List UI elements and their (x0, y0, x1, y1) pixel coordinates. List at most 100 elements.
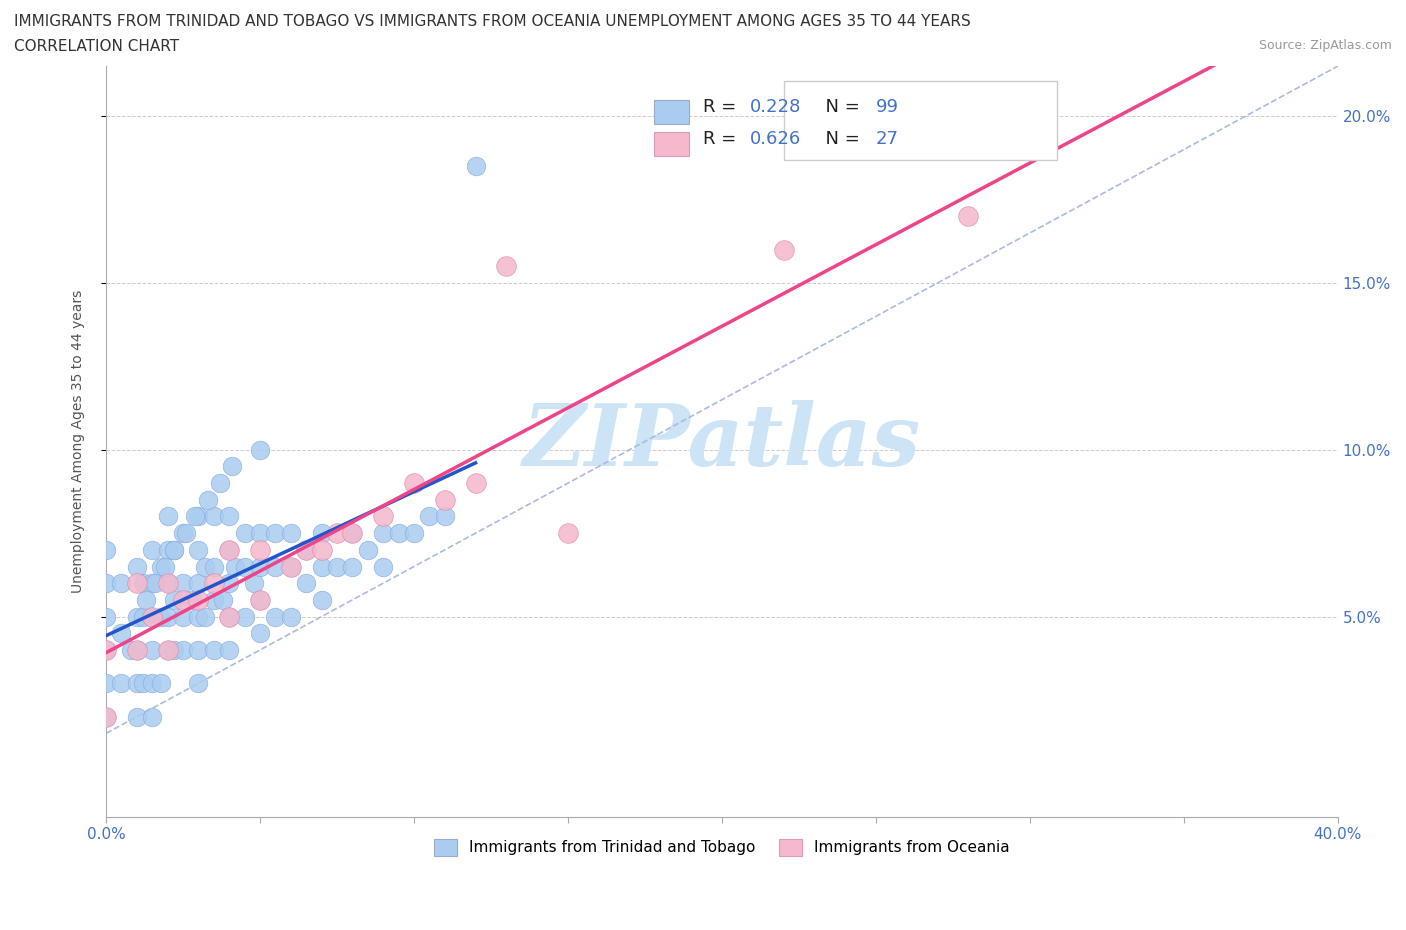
FancyBboxPatch shape (654, 132, 689, 156)
Point (156, 643, 179, 658)
Point (957, 209, 980, 224)
Point (221, 459, 243, 474)
Point (218, 576, 240, 591)
Point (172, 609, 194, 624)
Point (110, 676, 132, 691)
Point (418, 509, 440, 524)
Point (172, 576, 194, 591)
Point (218, 609, 240, 624)
Point (172, 525, 194, 540)
Point (295, 542, 318, 557)
Point (249, 626, 271, 641)
Point (249, 443, 271, 458)
Point (94, 542, 117, 557)
Point (125, 576, 148, 591)
Point (125, 643, 148, 658)
Point (202, 576, 225, 591)
Text: CORRELATION CHART: CORRELATION CHART (14, 39, 179, 54)
Point (172, 643, 194, 658)
Point (150, 559, 173, 574)
Point (125, 559, 148, 574)
Point (94, 643, 117, 658)
Point (94, 710, 117, 724)
Point (264, 525, 287, 540)
Point (311, 542, 333, 557)
Point (187, 676, 209, 691)
Point (342, 525, 364, 540)
Point (110, 626, 132, 641)
Text: N =: N = (814, 99, 866, 116)
Point (187, 576, 209, 591)
Point (249, 592, 271, 607)
Point (141, 542, 163, 557)
Point (280, 559, 302, 574)
Text: R =: R = (703, 99, 742, 116)
Point (132, 676, 155, 691)
Point (187, 542, 209, 557)
Point (94, 643, 117, 658)
Point (150, 609, 173, 624)
Point (311, 559, 333, 574)
Point (194, 609, 217, 624)
Point (202, 643, 225, 658)
Point (197, 492, 219, 507)
Point (156, 576, 179, 591)
Point (141, 643, 163, 658)
Point (224, 559, 246, 574)
Point (187, 609, 209, 624)
Point (125, 676, 148, 691)
Point (94, 576, 117, 591)
Point (172, 592, 194, 607)
Point (132, 576, 155, 591)
Point (135, 592, 157, 607)
Point (342, 559, 364, 574)
Point (125, 643, 148, 658)
Point (311, 592, 333, 607)
Point (218, 542, 240, 557)
Point (202, 592, 225, 607)
Point (280, 559, 302, 574)
Point (94, 710, 117, 724)
Point (141, 710, 163, 724)
Y-axis label: Unemployment Among Ages 35 to 44 years: Unemployment Among Ages 35 to 44 years (72, 290, 86, 593)
Point (156, 509, 179, 524)
Point (132, 609, 155, 624)
Point (433, 509, 456, 524)
Point (94, 609, 117, 624)
Point (295, 542, 318, 557)
Point (326, 559, 349, 574)
Point (141, 609, 163, 624)
Point (194, 559, 217, 574)
Point (156, 542, 179, 557)
Point (110, 576, 132, 591)
Point (208, 475, 231, 490)
Point (464, 159, 486, 174)
Point (202, 509, 225, 524)
Point (156, 609, 179, 624)
Point (387, 525, 409, 540)
Text: 0.228: 0.228 (751, 99, 801, 116)
Point (557, 525, 579, 540)
Point (181, 592, 204, 607)
Point (249, 525, 271, 540)
Point (218, 509, 240, 524)
Text: IMMIGRANTS FROM TRINIDAD AND TOBAGO VS IMMIGRANTS FROM OCEANIA UNEMPLOYMENT AMON: IMMIGRANTS FROM TRINIDAD AND TOBAGO VS I… (14, 14, 970, 29)
Point (464, 475, 486, 490)
Text: R =: R = (703, 130, 742, 148)
Point (156, 576, 179, 591)
Point (187, 509, 209, 524)
Point (202, 559, 225, 574)
Legend: Immigrants from Trinidad and Tobago, Immigrants from Oceania: Immigrants from Trinidad and Tobago, Imm… (429, 832, 1015, 861)
Point (143, 576, 166, 591)
Text: 0.626: 0.626 (751, 130, 801, 148)
Point (373, 559, 395, 574)
Point (433, 492, 456, 507)
Point (295, 576, 318, 591)
Text: 99: 99 (876, 99, 898, 116)
Point (163, 542, 186, 557)
Point (495, 259, 517, 273)
Point (373, 525, 395, 540)
Point (373, 509, 395, 524)
Point (280, 525, 302, 540)
Point (233, 559, 256, 574)
